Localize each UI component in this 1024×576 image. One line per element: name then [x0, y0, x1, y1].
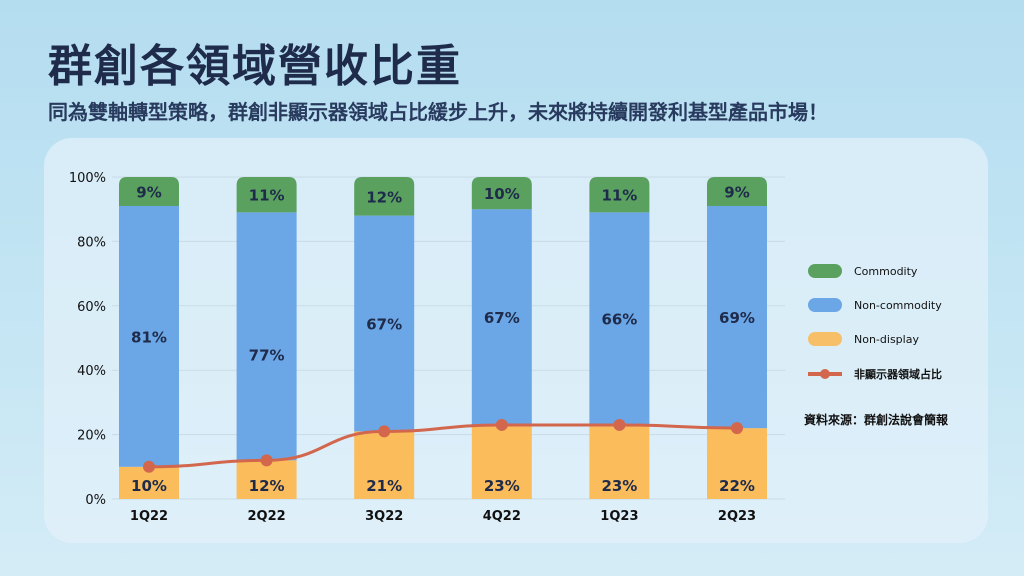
data-label: 23%	[484, 477, 520, 495]
bar-segment	[236, 460, 297, 499]
y-tick-label: 60%	[77, 300, 106, 315]
x-tick-label: 1Q23	[600, 509, 638, 524]
data-label: 21%	[366, 477, 402, 495]
bar-segment	[471, 177, 532, 210]
bar-segment	[707, 177, 767, 206]
data-label: 10%	[131, 477, 167, 495]
x-tick-label: 3Q22	[365, 509, 403, 524]
legend-line: 非顯示器領域占比	[808, 366, 942, 382]
y-tick-label: 40%	[77, 364, 106, 379]
data-label: 10%	[484, 185, 520, 203]
data-label: 12%	[366, 188, 402, 206]
legend-non-commodity: Non-commodity	[808, 298, 942, 312]
line-series	[148, 423, 738, 469]
bar-segment	[589, 177, 650, 213]
y-tick-label: 0%	[85, 493, 106, 508]
data-label: 11%	[249, 187, 285, 205]
legend-label: Commodity	[854, 264, 918, 278]
data-label: 9%	[136, 183, 161, 201]
legend-label: Non-commodity	[854, 298, 942, 312]
line-point	[495, 418, 508, 431]
x-tick-label: 1Q22	[130, 509, 168, 524]
data-label: 67%	[484, 309, 520, 327]
data-label: 12%	[249, 477, 285, 495]
source-note: 資料來源：群創法說會簡報	[804, 413, 949, 427]
x-tick-label: 2Q23	[718, 509, 756, 524]
y-tick-label: 20%	[77, 429, 106, 444]
data-label: 9%	[724, 183, 749, 201]
bar-segment	[707, 205, 767, 429]
legend-line-icon	[808, 369, 842, 379]
line-point	[613, 418, 626, 431]
line-point	[143, 460, 155, 473]
legend-commodity: Commodity	[808, 264, 917, 278]
bar-segment	[589, 424, 650, 499]
bar-segment	[119, 177, 179, 206]
page-title: 群創各領域營收比重	[48, 41, 462, 92]
x-tick-label: 2Q22	[248, 509, 286, 524]
bar-segment	[707, 428, 767, 499]
y-tick-label: 80%	[77, 235, 106, 250]
legend-swatch	[808, 332, 842, 346]
data-label: 81%	[131, 328, 167, 346]
legend-swatch	[808, 298, 842, 312]
data-label: 23%	[601, 477, 637, 495]
page-subtitle: 同為雙軸轉型策略，群創非顯示器領域占比緩步上升，未來將持續開發利基型產品市場！	[48, 100, 828, 124]
bar-segment	[236, 212, 297, 461]
data-label: 11%	[601, 187, 637, 205]
line-point	[731, 422, 743, 435]
bar-segment	[589, 212, 650, 425]
line-point	[260, 454, 273, 467]
data-label: 67%	[366, 316, 402, 334]
data-label: 22%	[719, 477, 755, 495]
legend-non-display: Non-display	[808, 332, 919, 346]
legend-label: 非顯示器領域占比	[854, 368, 942, 381]
bar-segment	[354, 177, 415, 216]
bar-segment	[354, 215, 415, 432]
bar-segment	[471, 209, 532, 425]
bar-segment	[471, 424, 532, 499]
bar-segment	[236, 177, 297, 213]
bar-segment	[119, 205, 179, 467]
data-label: 77%	[249, 346, 285, 364]
bar-segment	[354, 431, 415, 499]
legend-label: Non-display	[854, 332, 919, 346]
data-label: 69%	[719, 309, 755, 327]
x-tick-label: 4Q22	[483, 509, 521, 524]
data-label: 66%	[601, 311, 637, 329]
legend-swatch	[808, 264, 842, 278]
line-point	[378, 425, 391, 438]
y-tick-label: 100%	[69, 171, 106, 186]
